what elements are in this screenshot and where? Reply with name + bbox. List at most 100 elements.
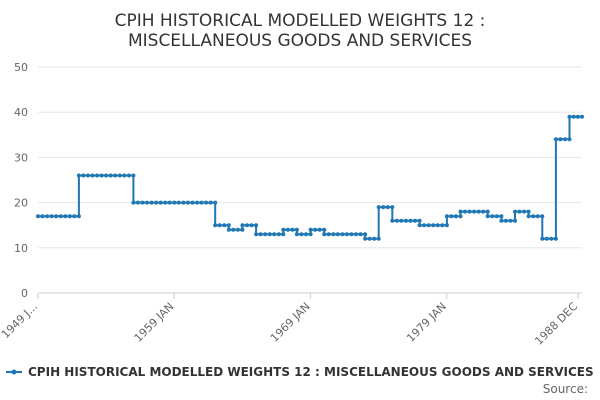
data-point[interactable] (422, 223, 427, 228)
data-point[interactable] (104, 173, 109, 178)
data-point[interactable] (86, 173, 90, 178)
data-point[interactable] (426, 223, 431, 228)
data-point[interactable] (226, 223, 231, 228)
data-point[interactable] (217, 223, 222, 228)
data-point[interactable] (99, 173, 104, 178)
data-point[interactable] (558, 137, 563, 142)
data-point[interactable] (76, 173, 81, 178)
data-point[interactable] (567, 114, 572, 119)
data-point[interactable] (413, 218, 418, 223)
data-point[interactable] (344, 232, 349, 237)
data-point[interactable] (281, 232, 286, 237)
data-point[interactable] (376, 236, 381, 241)
data-point[interactable] (181, 200, 186, 205)
data-point[interactable] (313, 227, 318, 232)
data-point[interactable] (499, 214, 504, 219)
data-point[interactable] (294, 232, 299, 237)
series-plot[interactable] (36, 114, 584, 241)
data-point[interactable] (145, 200, 149, 205)
data-point[interactable] (363, 236, 368, 241)
data-point[interactable] (326, 232, 331, 237)
data-point[interactable] (276, 232, 281, 237)
data-point[interactable] (503, 218, 508, 223)
data-point[interactable] (213, 200, 218, 205)
data-point[interactable] (354, 232, 358, 237)
data-point[interactable] (131, 173, 136, 178)
data-point[interactable] (49, 214, 54, 219)
data-point[interactable] (272, 232, 277, 237)
data-point[interactable] (522, 209, 527, 214)
data-point[interactable] (199, 200, 204, 205)
data-point[interactable] (458, 214, 463, 219)
data-point[interactable] (58, 214, 63, 219)
data-point[interactable] (54, 214, 59, 219)
data-point[interactable] (517, 209, 522, 214)
data-point[interactable] (222, 223, 227, 228)
data-point[interactable] (63, 214, 68, 219)
data-point[interactable] (513, 209, 517, 214)
data-point[interactable] (544, 236, 549, 241)
data-point[interactable] (231, 227, 236, 232)
data-point[interactable] (213, 223, 218, 228)
data-point[interactable] (472, 209, 477, 214)
legend-series-label[interactable]: CPIH HISTORICAL MODELLED WEIGHTS 12 : MI… (28, 365, 594, 379)
data-point[interactable] (163, 200, 168, 205)
data-point[interactable] (76, 214, 81, 219)
data-point[interactable] (444, 214, 449, 219)
data-point[interactable] (575, 114, 580, 119)
data-point[interactable] (394, 218, 399, 223)
data-point[interactable] (240, 223, 245, 228)
data-point[interactable] (549, 236, 554, 241)
data-point[interactable] (485, 209, 490, 214)
data-point[interactable] (172, 200, 177, 205)
data-point[interactable] (135, 200, 140, 205)
data-point[interactable] (304, 232, 308, 237)
data-point[interactable] (131, 200, 136, 205)
data-point[interactable] (526, 209, 531, 214)
data-point[interactable] (249, 223, 254, 228)
data-point[interactable] (36, 214, 40, 219)
data-point[interactable] (149, 200, 154, 205)
data-point[interactable] (349, 232, 354, 237)
data-point[interactable] (531, 214, 536, 219)
data-point[interactable] (385, 205, 390, 210)
data-point[interactable] (526, 214, 531, 219)
data-point[interactable] (235, 227, 240, 232)
data-point[interactable] (567, 137, 572, 142)
data-point[interactable] (154, 200, 159, 205)
data-point[interactable] (317, 227, 322, 232)
data-point[interactable] (390, 205, 395, 210)
data-point[interactable] (508, 218, 513, 223)
data-point[interactable] (540, 214, 545, 219)
data-point[interactable] (453, 214, 458, 219)
data-point[interactable] (494, 214, 499, 219)
data-point[interactable] (204, 200, 209, 205)
data-point[interactable] (463, 209, 467, 214)
data-point[interactable] (553, 236, 558, 241)
data-point[interactable] (580, 114, 584, 119)
data-point[interactable] (95, 173, 100, 178)
data-point[interactable] (331, 232, 336, 237)
data-point[interactable] (308, 227, 313, 232)
data-point[interactable] (281, 227, 286, 232)
data-point[interactable] (126, 173, 131, 178)
data-point[interactable] (245, 223, 249, 228)
data-point[interactable] (167, 200, 172, 205)
data-point[interactable] (535, 214, 540, 219)
data-point[interactable] (263, 232, 268, 237)
data-point[interactable] (90, 173, 95, 178)
data-point[interactable] (390, 218, 395, 223)
data-point[interactable] (190, 200, 195, 205)
data-point[interactable] (208, 200, 213, 205)
data-point[interactable] (340, 232, 345, 237)
data-point[interactable] (67, 214, 72, 219)
data-point[interactable] (335, 232, 340, 237)
data-point[interactable] (299, 232, 304, 237)
data-point[interactable] (185, 200, 190, 205)
data-point[interactable] (240, 227, 245, 232)
data-point[interactable] (467, 209, 472, 214)
data-point[interactable] (294, 227, 299, 232)
data-point[interactable] (358, 232, 363, 237)
data-point[interactable] (540, 236, 545, 241)
data-point[interactable] (308, 232, 313, 237)
